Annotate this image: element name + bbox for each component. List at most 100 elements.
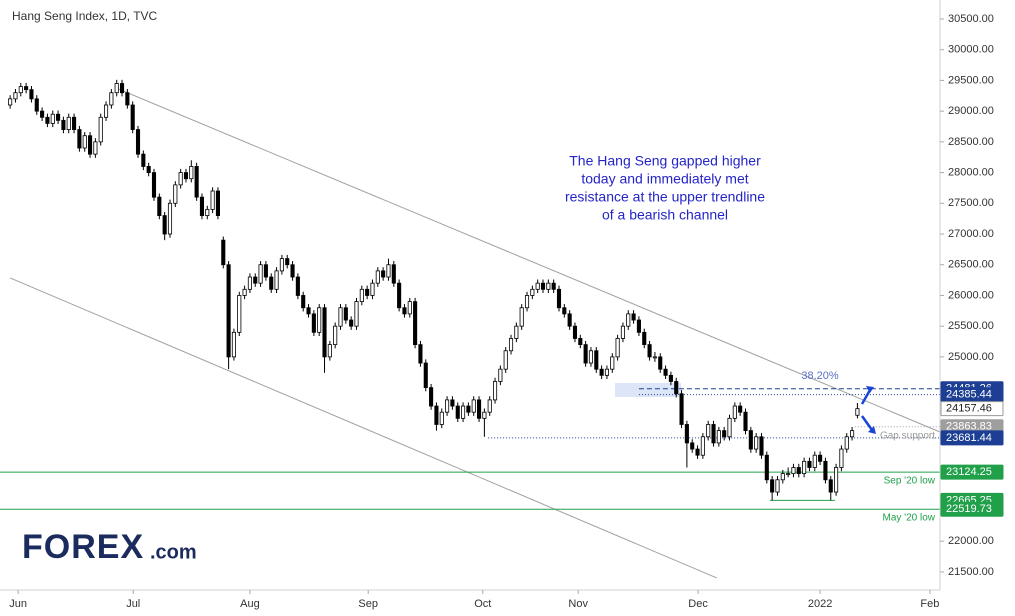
candle-body (855, 408, 860, 416)
candle-body (722, 430, 727, 438)
candle-body (636, 319, 641, 333)
candle-body (663, 368, 668, 376)
y-tick-label: 28000.00 (948, 166, 994, 178)
price-label: 22519.73 (946, 503, 992, 515)
annotation-line: of a bearish channel (602, 207, 728, 223)
candle-body (381, 270, 386, 278)
x-tick-label: Sep (358, 598, 378, 610)
candle-body (445, 399, 450, 413)
candle-body (274, 270, 279, 290)
candle-body (754, 436, 759, 450)
candle-body (327, 344, 332, 358)
candle-body (455, 405, 460, 419)
candle-body (237, 295, 242, 333)
y-tick-label: 27500.00 (948, 197, 994, 209)
candle-body (652, 356, 657, 359)
candle-body (791, 467, 796, 475)
annotation-line: today and immediately met (581, 171, 748, 187)
candle-body (178, 172, 183, 186)
candle-body (151, 172, 157, 198)
candle-body (285, 258, 290, 266)
candle-body (167, 202, 173, 235)
x-tick-label: 2022 (808, 598, 832, 610)
candle-body (583, 344, 588, 364)
candle-body (162, 215, 167, 235)
candle-body (146, 166, 151, 173)
plot-area (0, 79, 941, 579)
y-tick-label: 21500.00 (948, 566, 994, 578)
candle-body (114, 83, 119, 94)
candle-body (562, 307, 567, 315)
candle-body (413, 301, 418, 346)
candle-body (301, 295, 306, 309)
candle-body (45, 116, 50, 124)
candle-body (690, 442, 695, 450)
candle-body (738, 405, 743, 413)
candle-body (402, 307, 407, 315)
y-tick-label: 28500.00 (948, 136, 994, 148)
candle-body (807, 460, 812, 468)
candle-body (141, 153, 146, 167)
candle-body (242, 288, 247, 296)
candle-body (183, 172, 189, 180)
candle-body (786, 473, 791, 476)
candle-body (748, 430, 753, 450)
candle-body (551, 282, 556, 290)
candle-body (210, 190, 215, 210)
candle-body (588, 350, 594, 364)
price-label-box (940, 401, 1004, 417)
trendline (118, 88, 941, 433)
candle-body (466, 405, 471, 413)
arrow-down (860, 415, 874, 431)
x-tick-label: Aug (240, 598, 260, 610)
y-tick-label: 26500.00 (948, 259, 994, 271)
candle-body (269, 276, 274, 290)
candle-body (189, 166, 194, 180)
candle-body (706, 424, 711, 438)
candle-body (311, 313, 316, 333)
candle-body (615, 338, 620, 358)
logo-suffix: .com (150, 541, 197, 563)
candle-body (695, 448, 700, 456)
candle-body (423, 362, 428, 389)
level-note: Sep '20 low (884, 476, 936, 487)
candle-body (540, 282, 546, 290)
candle-body (226, 264, 231, 358)
price-label-box (940, 501, 1004, 517)
price-label: 24157.46 (946, 403, 992, 415)
candle-body (535, 282, 540, 290)
x-tick-label: Jul (126, 598, 140, 610)
candle-body (828, 479, 833, 493)
y-tick-label: 29000.00 (948, 105, 994, 117)
candle-body (823, 460, 828, 481)
candle-body (295, 276, 300, 296)
candle-body (199, 196, 205, 216)
candle-body (850, 430, 855, 438)
candle-body (103, 104, 109, 118)
arrow-up (860, 389, 872, 405)
price-label-box (940, 464, 1004, 480)
candle-body (759, 436, 764, 456)
candle-body (429, 387, 434, 407)
fib-zone (615, 383, 681, 397)
candle-body (503, 350, 508, 370)
candle-body (450, 399, 455, 407)
candle-body (93, 141, 98, 155)
y-tick-label: 25000.00 (948, 351, 994, 363)
annotation-line: The Hang Seng gapped higher (569, 153, 761, 169)
candle-body (72, 116, 77, 130)
candle-body (29, 89, 34, 100)
candle-body (157, 196, 162, 216)
level-note: May '20 low (883, 513, 936, 524)
candle-body (567, 313, 572, 327)
candle-body (508, 338, 514, 352)
candle-body (370, 282, 375, 296)
candle-body (279, 258, 284, 272)
candle-body (221, 239, 226, 266)
candle-body (343, 307, 348, 321)
annotation: The Hang Seng gapped higher today and im… (565, 153, 765, 223)
candle-body (205, 209, 210, 216)
candle-body (34, 98, 39, 112)
